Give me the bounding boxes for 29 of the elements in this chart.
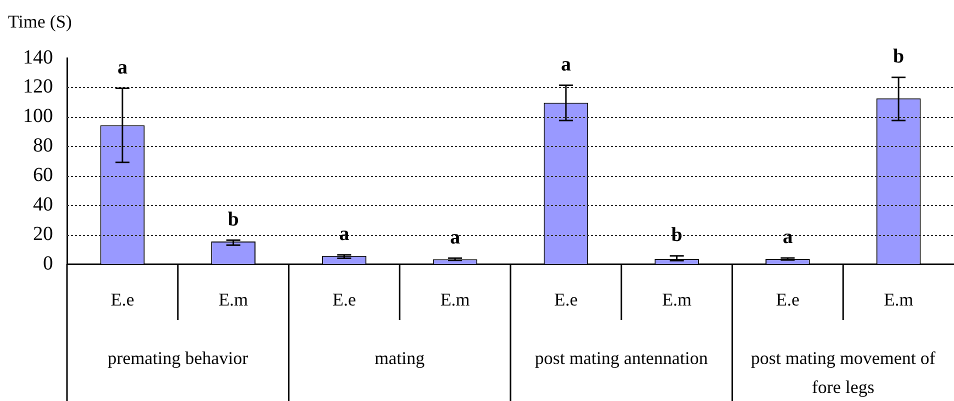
annotation: b bbox=[671, 224, 682, 246]
annotation: a bbox=[339, 223, 350, 246]
x-tick-label: E.e bbox=[110, 290, 134, 310]
x-tick-label: E.m bbox=[884, 290, 914, 310]
annotation: a bbox=[450, 226, 460, 248]
text: mating bbox=[374, 348, 425, 368]
y-tick-label: 140 bbox=[23, 46, 53, 68]
y-axis-title: Time (S) bbox=[8, 12, 72, 32]
text: post mating antennation bbox=[534, 348, 708, 368]
annotation: a bbox=[117, 56, 128, 78]
x-tick-label: E.e bbox=[554, 290, 578, 310]
annotation: a bbox=[560, 53, 571, 76]
y-tick-label: 40 bbox=[33, 193, 53, 216]
y-tick-label: 0 bbox=[43, 252, 53, 274]
x-tick-label: E.e bbox=[332, 290, 356, 310]
x-tick-label: E.e bbox=[776, 290, 800, 310]
y-tick-label: 20 bbox=[33, 222, 53, 245]
annotation: b bbox=[228, 208, 239, 230]
annotation: b bbox=[893, 46, 904, 68]
y-tick-label: 80 bbox=[33, 134, 53, 157]
annotation: a bbox=[782, 226, 793, 248]
y-tick-label: 60 bbox=[33, 164, 53, 186]
y-tick-label: 120 bbox=[23, 76, 53, 98]
x-tick-label: E.m bbox=[218, 290, 248, 310]
x-tick-label: E.m bbox=[662, 290, 692, 310]
text: post mating movement of fore legs bbox=[750, 348, 936, 397]
x-tick-label: E.m bbox=[440, 290, 470, 310]
y-tick-label: 100 bbox=[23, 105, 53, 128]
text: premating behavior bbox=[108, 348, 248, 368]
